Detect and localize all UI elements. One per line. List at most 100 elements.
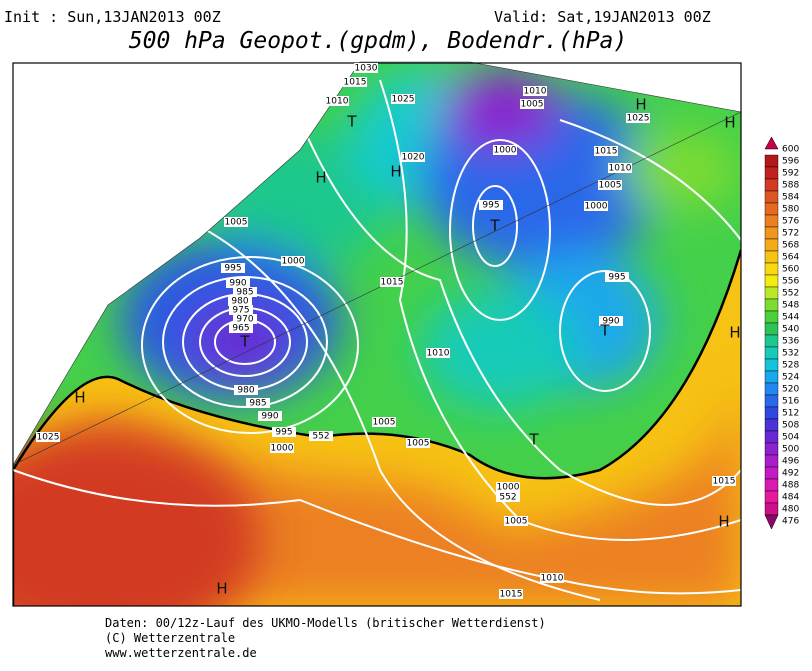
colorbar-cell bbox=[764, 418, 779, 432]
colorbar-cell bbox=[764, 310, 779, 324]
colorbar-cell bbox=[764, 382, 779, 396]
isobar-label-bg bbox=[258, 411, 282, 421]
isobar-label-bg bbox=[626, 113, 650, 123]
isobar-label: 965 bbox=[232, 324, 249, 334]
isobar-label-bg bbox=[229, 305, 253, 315]
colorbar-label: 504 bbox=[782, 433, 799, 443]
colorbar-cell bbox=[764, 202, 779, 216]
isobar-label-bg bbox=[354, 63, 378, 73]
isobar-label-bg bbox=[598, 180, 622, 190]
isobar-label: 1010 bbox=[609, 164, 632, 174]
colorbar-cell bbox=[764, 298, 779, 312]
colorbar-label: 480 bbox=[782, 505, 799, 515]
isobar-label: 980 bbox=[237, 386, 254, 396]
isobar-label: 995 bbox=[608, 273, 625, 283]
isobar-label: 985 bbox=[236, 288, 253, 298]
pressure-center: H bbox=[724, 114, 735, 132]
isobar-label: 995 bbox=[482, 201, 499, 211]
colorbar-cell bbox=[764, 190, 779, 204]
isobar-label-bg bbox=[224, 217, 248, 227]
isobar-label: 1015 bbox=[713, 477, 736, 487]
colorbar-label: 520 bbox=[782, 385, 799, 395]
colorbar-label: 548 bbox=[782, 301, 799, 311]
isobar-label: 995 bbox=[275, 428, 292, 438]
isobar-label-bg bbox=[309, 431, 333, 441]
valid-time: Valid: Sat,19JAN2013 00Z bbox=[494, 8, 711, 26]
map-title: 500 hPa Geopot.(gpdm), Bodendr.(hPa) bbox=[129, 28, 628, 54]
isobar-label-bg bbox=[380, 277, 404, 287]
colorbar-bottom-cap bbox=[764, 514, 779, 530]
colorbar-cell bbox=[764, 478, 779, 492]
map-field bbox=[12, 61, 742, 607]
isobar-label: 1000 bbox=[271, 444, 294, 454]
colorbar-label: 600 bbox=[782, 145, 799, 155]
colorbar-label: 556 bbox=[782, 277, 799, 287]
isobar-label: 1015 bbox=[381, 278, 404, 288]
colorbar-cell bbox=[764, 394, 779, 408]
colorbar-cell bbox=[764, 262, 779, 276]
isobar-label: 1025 bbox=[37, 433, 60, 443]
isobar-label: 552 bbox=[499, 493, 516, 503]
colorbar-cell bbox=[764, 454, 779, 468]
colorbar-label: 528 bbox=[782, 361, 799, 371]
pressure-center: T bbox=[346, 113, 357, 131]
colorbar-cell bbox=[764, 238, 779, 252]
colorbar-label: 596 bbox=[782, 157, 799, 167]
isobar-label: 1015 bbox=[344, 78, 367, 88]
isobar-label: 1015 bbox=[500, 590, 523, 600]
isobar-label: 990 bbox=[261, 412, 278, 422]
colorbar-cell bbox=[764, 334, 779, 348]
colorbar-label: 496 bbox=[782, 457, 799, 467]
isobar-label-bg bbox=[343, 77, 367, 87]
isobar-label: 1005 bbox=[407, 439, 430, 449]
isobar-label-bg bbox=[226, 278, 250, 288]
isobar-label: 1010 bbox=[524, 87, 547, 97]
pressure-center: H bbox=[635, 96, 646, 114]
isobar-label: 985 bbox=[249, 399, 266, 409]
isobar-label: 1000 bbox=[497, 483, 520, 493]
pressure-center: T bbox=[489, 217, 500, 235]
isobar-label-bg bbox=[523, 86, 547, 96]
pressure-center: H bbox=[390, 163, 401, 181]
colorbar-cell bbox=[764, 442, 779, 456]
pressure-center: H bbox=[718, 513, 729, 531]
isobar-label-bg bbox=[372, 417, 396, 427]
colorbar-label: 572 bbox=[782, 229, 799, 239]
isobar-label-bg bbox=[36, 432, 60, 442]
isobar-label: 1025 bbox=[627, 114, 650, 124]
colorbar-cell bbox=[764, 358, 779, 372]
isobar-label-bg bbox=[229, 323, 253, 333]
colorbar-label: 568 bbox=[782, 241, 799, 251]
colorbar-top-cap bbox=[764, 136, 779, 150]
isobar-label-bg bbox=[325, 96, 349, 106]
colorbar-label: 516 bbox=[782, 397, 799, 407]
isobar-label-bg bbox=[221, 263, 245, 273]
isobar-label: 1000 bbox=[282, 257, 305, 267]
isobar-label-bg bbox=[608, 163, 632, 173]
colorbar-cell bbox=[764, 250, 779, 264]
isobar-label-bg bbox=[391, 94, 415, 104]
colorbar-cell bbox=[764, 166, 779, 180]
colorbar-label: 536 bbox=[782, 337, 799, 347]
colorbar-label: 552 bbox=[782, 289, 799, 299]
colorbar-label: 512 bbox=[782, 409, 799, 419]
isobar-label-bg bbox=[540, 573, 564, 583]
isobar-label-bg bbox=[594, 146, 618, 156]
footer-line: Daten: 00/12z-Lauf des UKMO-Modells (bri… bbox=[105, 616, 546, 630]
isobar-label-bg bbox=[233, 314, 257, 324]
colorbar-cell bbox=[764, 322, 779, 336]
colorbar-label: 476 bbox=[782, 517, 799, 527]
init-time: Init : Sun,13JAN2013 00Z bbox=[4, 8, 221, 26]
isobar-label: 1005 bbox=[373, 418, 396, 428]
isobar-label: 980 bbox=[231, 297, 248, 307]
isobar-label: 1000 bbox=[494, 146, 517, 156]
colorbar-label: 544 bbox=[782, 313, 799, 323]
colorbar-label: 524 bbox=[782, 373, 799, 383]
isobar-label-bg bbox=[504, 516, 528, 526]
pressure-center: H bbox=[216, 580, 227, 598]
isobar-label-bg bbox=[234, 385, 258, 395]
pressure-center: T bbox=[239, 333, 250, 351]
colorbar-cell bbox=[764, 490, 779, 504]
colorbar-label: 484 bbox=[782, 493, 799, 503]
isobar-label: 1005 bbox=[225, 218, 248, 228]
